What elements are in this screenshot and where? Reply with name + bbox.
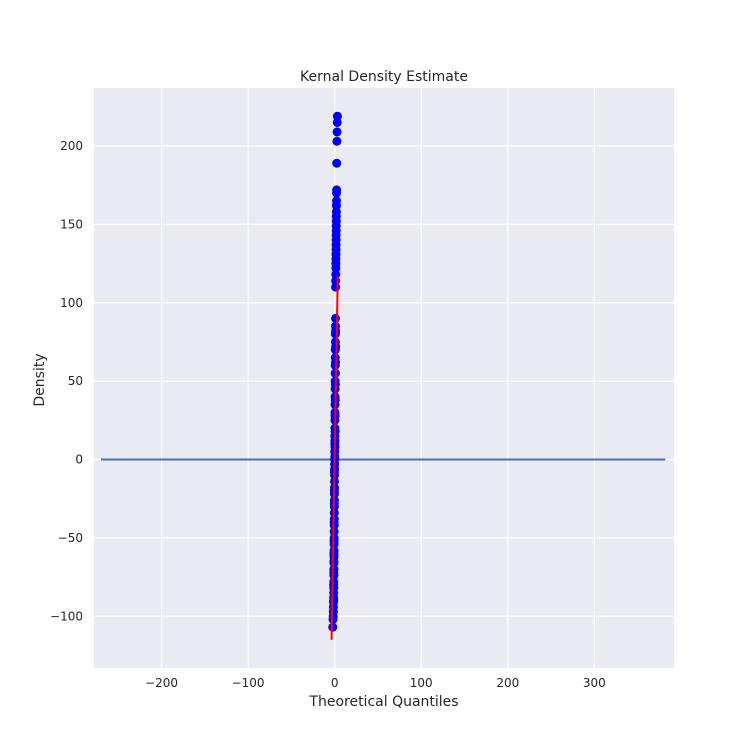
y-tick-label: 150 [60,217,83,231]
y-tick-label: 200 [60,139,83,153]
y-axis-label: Density [32,353,48,406]
x-axis-label: Theoretical Quantiles [308,694,458,710]
data-point [332,158,342,168]
chart-title: Kernal Density Estimate [300,69,468,85]
data-point [329,580,339,590]
data-point [332,117,342,127]
grid-lines [94,88,674,668]
data-point [331,326,341,336]
data-point [331,313,341,323]
plot-area [94,88,674,668]
x-tick-label: 0 [331,676,339,690]
x-tick-label: 100 [410,676,433,690]
x-tick-label: −200 [145,676,178,690]
data-point [329,596,339,606]
data-point [329,567,339,577]
data-point [332,127,342,137]
x-tick-labels: −200 −100 0 100 200 300 [145,676,606,690]
fit-line [330,276,339,640]
data-point [332,111,342,121]
data-point [332,136,342,146]
data-point [332,188,342,198]
y-tick-labels: −100 −50 0 50 100 150 200 [50,139,83,623]
data-point [331,201,341,211]
x-tick-label: −100 [232,676,265,690]
y-tick-label: 100 [60,296,83,310]
y-tick-label: 0 [75,453,83,467]
y-tick-label: −50 [58,531,83,545]
x-tick-label: 200 [496,676,519,690]
data-point [328,614,338,624]
y-tick-label: −100 [50,609,83,623]
data-point [331,263,341,273]
x-tick-label: 300 [583,676,606,690]
y-tick-label: 50 [68,374,83,388]
fit-line-layer [330,276,339,640]
data-point [331,282,341,292]
